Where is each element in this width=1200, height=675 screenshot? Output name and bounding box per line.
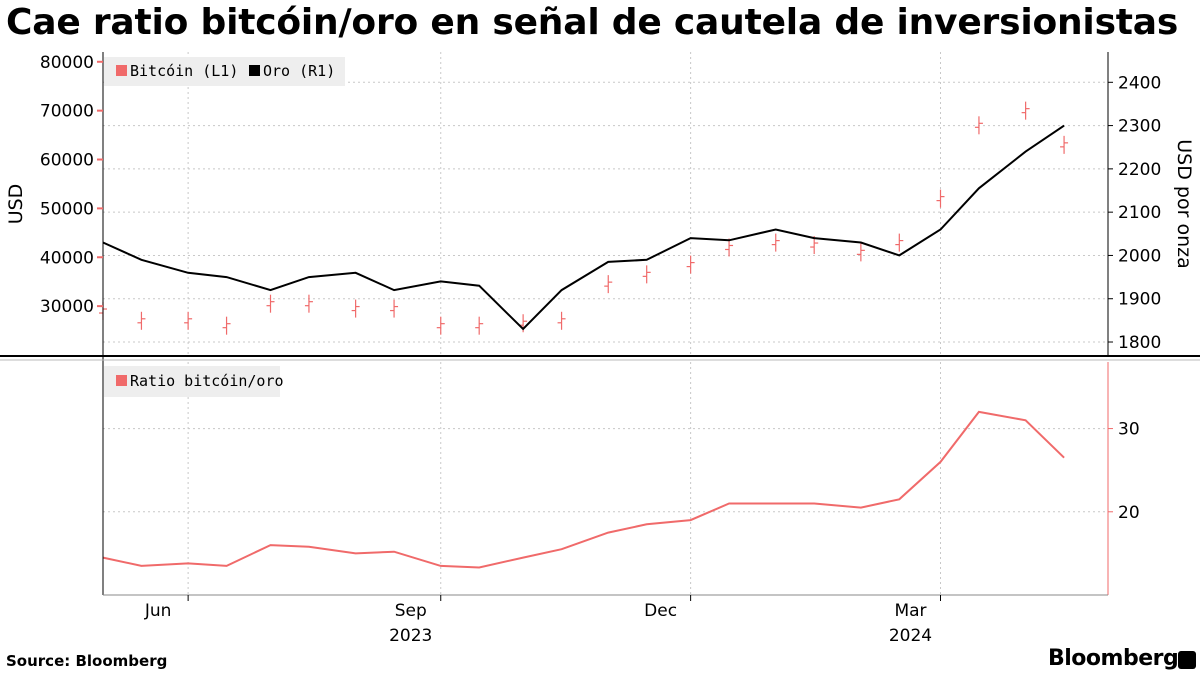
legend-swatch-ratio [116, 375, 127, 386]
x-axis-year-label: 2023 [389, 626, 432, 646]
ratio-axis-tick-label: 20 [1118, 503, 1140, 523]
x-axis-month-label: Sep [395, 601, 427, 621]
y-axis-label-right: USD por onza [1173, 139, 1195, 268]
y-axis-label-left: USD [5, 184, 27, 225]
source-note: Source: Bloomberg [6, 652, 168, 670]
x-axis-ticks: Jun Sep Dec Mar 2023 2024 [144, 595, 941, 646]
legend-swatch-bitcoin [116, 65, 127, 76]
left-axis-tick-label: 50000 [40, 199, 94, 219]
ratio-axis-tick-label: 30 [1118, 420, 1140, 440]
bottom-legend-box [104, 366, 280, 397]
gold-line-series [102, 124, 1065, 331]
legend-label-gold: Oro (R1) [263, 62, 335, 80]
left-axis-tick-label: 40000 [40, 248, 94, 268]
chart-title: Cae ratio bitcóin/oro en señal de cautel… [6, 2, 1179, 43]
left-axis-tick-label: 30000 [40, 297, 94, 317]
bloomberg-logo: Bloomberg [1048, 646, 1179, 671]
bitcoin-ohlc-series [99, 101, 1069, 335]
x-axis-month-label: Mar [894, 601, 926, 621]
legend-label-bitcoin: Bitcóin (L1) [130, 62, 238, 80]
legend-label-ratio: Ratio bitcóin/oro [130, 372, 284, 390]
ratio-axis-ticks: 30 20 [1108, 420, 1140, 523]
x-axis-year-label: 2024 [889, 626, 932, 646]
right-axis-tick-label: 2000 [1118, 246, 1161, 266]
left-axis-tick-label: 70000 [40, 102, 94, 122]
bloomberg-terminal-icon [1178, 651, 1196, 669]
left-axis-tick-label: 80000 [40, 53, 94, 73]
x-axis-month-label: Jun [144, 601, 172, 621]
right-axis-tick-label: 2400 [1118, 73, 1161, 93]
top-legend-box [104, 57, 345, 86]
bottom-panel-grid [103, 362, 1108, 595]
right-axis-tick-label: 2200 [1118, 160, 1161, 180]
top-panel-grid [103, 52, 1108, 355]
x-axis-month-label: Dec [644, 601, 677, 621]
right-axis-tick-label: 2100 [1118, 203, 1161, 223]
right-axis-tick-label: 1900 [1118, 290, 1161, 310]
left-axis-ticks: 80000 70000 60000 50000 40000 30000 [40, 53, 103, 317]
right-axis-tick-label: 1800 [1118, 333, 1161, 353]
ratio-line-series [102, 410, 1065, 569]
right-axis-ticks: 2400 2300 2200 2100 2000 1900 1800 [1108, 73, 1161, 353]
right-axis-tick-label: 2300 [1118, 117, 1161, 137]
legend-swatch-gold [249, 65, 260, 76]
left-axis-tick-label: 60000 [40, 151, 94, 171]
